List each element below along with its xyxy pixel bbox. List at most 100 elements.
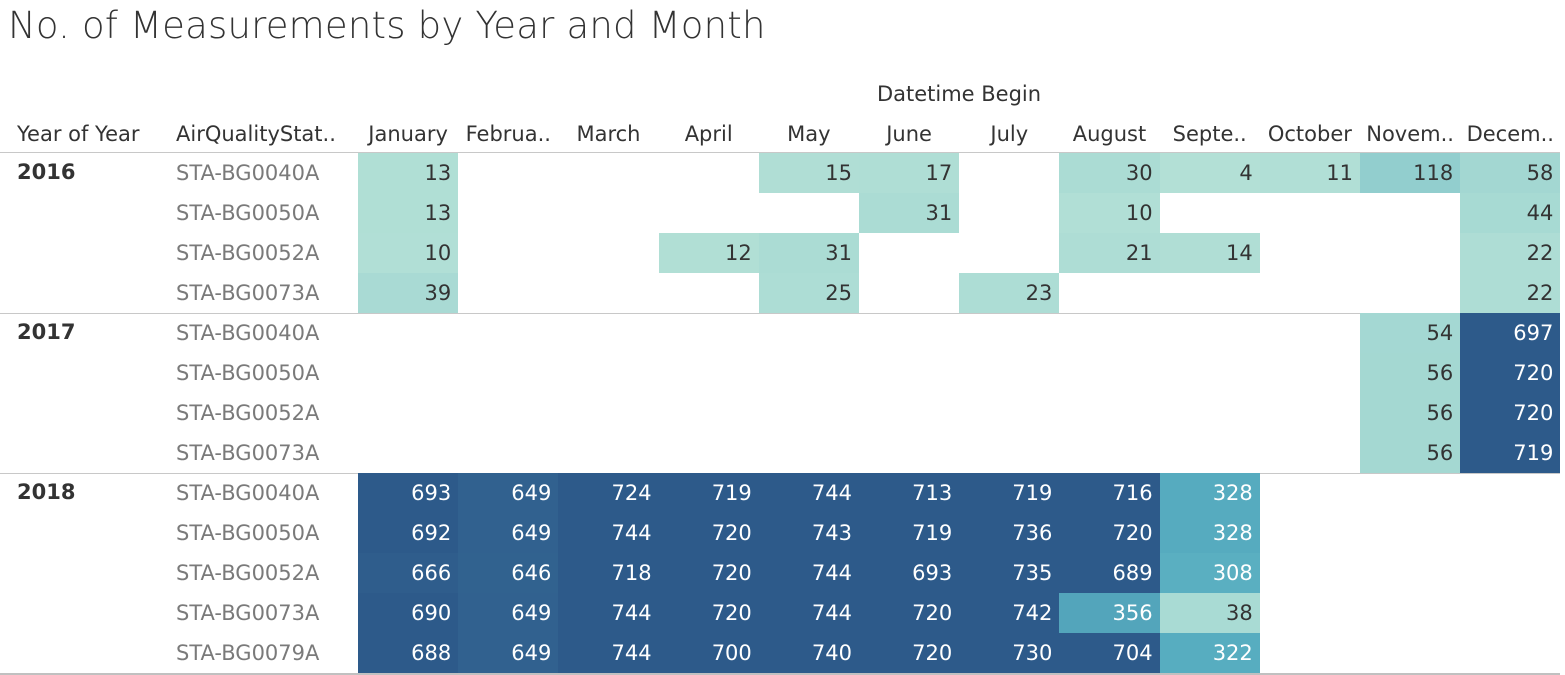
heatmap-cell[interactable]: 697	[1460, 313, 1561, 353]
heatmap-cell[interactable]: 744	[758, 553, 859, 593]
station-label: STA-BG0050A	[176, 521, 320, 545]
heatmap-cell[interactable]: 13	[358, 193, 459, 233]
heatmap-cell[interactable]: 56	[1360, 353, 1461, 393]
heatmap-cell[interactable]: 56	[1360, 393, 1461, 433]
heatmap-cell[interactable]: 713	[859, 473, 960, 513]
heatmap-cell[interactable]: 356	[1059, 593, 1160, 633]
heatmap-cell[interactable]: 38	[1159, 593, 1260, 633]
heatmap-cell[interactable]: 743	[758, 513, 859, 553]
month-header[interactable]: August	[1072, 122, 1147, 146]
heatmap-cell[interactable]: 58	[1460, 153, 1561, 193]
heatmap-cell[interactable]: 735	[959, 553, 1060, 593]
heatmap-cell[interactable]: 720	[658, 593, 759, 633]
heatmap-cell[interactable]: 14	[1159, 233, 1260, 273]
heatmap-cell[interactable]: 689	[1059, 553, 1160, 593]
heatmap-cell[interactable]: 10	[358, 233, 459, 273]
heatmap-cell[interactable]: 44	[1460, 193, 1561, 233]
heatmap-cell[interactable]: 744	[558, 633, 659, 673]
heatmap-cell[interactable]: 308	[1159, 553, 1260, 593]
column-group-header: Datetime Begin	[876, 82, 1042, 106]
heatmap-cell[interactable]: 13	[358, 153, 459, 193]
heatmap-cell[interactable]: 720	[658, 553, 759, 593]
month-header[interactable]: Februa..	[465, 122, 551, 146]
heatmap-cell[interactable]: 693	[859, 553, 960, 593]
heatmap-cell[interactable]: 740	[758, 633, 859, 673]
heatmap-cell[interactable]: 12	[658, 233, 759, 273]
heatmap-cell[interactable]: 744	[558, 593, 659, 633]
heatmap-cell[interactable]: 649	[458, 473, 559, 513]
heatmap-cell[interactable]: 17	[859, 153, 960, 193]
heatmap-cell[interactable]: 744	[758, 593, 859, 633]
station-label: STA-BG0052A	[176, 401, 320, 425]
heatmap-cell[interactable]: 744	[558, 513, 659, 553]
heatmap-cell[interactable]: 328	[1159, 513, 1260, 553]
heatmap-cell[interactable]: 720	[859, 633, 960, 673]
heatmap-cell[interactable]: 21	[1059, 233, 1160, 273]
month-header[interactable]: Decem..	[1466, 122, 1554, 146]
station-label: STA-BG0040A	[176, 321, 320, 345]
heatmap-cell[interactable]: 692	[358, 513, 459, 553]
heatmap-cell[interactable]: 719	[658, 473, 759, 513]
heatmap-cell[interactable]: 10	[1059, 193, 1160, 233]
heatmap-cell[interactable]: 15	[758, 153, 859, 193]
heatmap-cell[interactable]: 720	[658, 513, 759, 553]
heatmap-cell[interactable]: 56	[1360, 433, 1461, 473]
month-header[interactable]: April	[684, 122, 733, 146]
heatmap-cell[interactable]: 716	[1059, 473, 1160, 513]
heatmap-cell[interactable]: 4	[1159, 153, 1260, 193]
heatmap-cell[interactable]: 649	[458, 633, 559, 673]
heatmap-cell[interactable]: 720	[1059, 513, 1160, 553]
heatmap-cell[interactable]: 690	[358, 593, 459, 633]
heatmap-cell[interactable]: 720	[1460, 393, 1561, 433]
group-divider	[0, 313, 1560, 314]
heatmap-cell[interactable]: 720	[1460, 353, 1561, 393]
heatmap-cell[interactable]: 688	[358, 633, 459, 673]
heatmap-cell[interactable]: 22	[1460, 273, 1561, 313]
heatmap-cell[interactable]: 693	[358, 473, 459, 513]
heatmap-cell[interactable]: 720	[859, 593, 960, 633]
month-header[interactable]: January	[368, 122, 448, 146]
year-label: 2016	[17, 160, 76, 184]
heatmap-cell[interactable]: 31	[859, 193, 960, 233]
heatmap-cell[interactable]: 719	[1460, 433, 1561, 473]
month-header[interactable]: May	[787, 122, 831, 146]
heatmap-cell[interactable]: 25	[758, 273, 859, 313]
heatmap-cell[interactable]: 328	[1159, 473, 1260, 513]
heatmap-cell[interactable]: 646	[458, 553, 559, 593]
row-header-year[interactable]: Year of Year	[17, 122, 140, 146]
heatmap-cell[interactable]: 719	[959, 473, 1060, 513]
heatmap-cell[interactable]: 39	[358, 273, 459, 313]
heatmap-cell[interactable]: 724	[558, 473, 659, 513]
month-header[interactable]: March	[576, 122, 641, 146]
heatmap-cell[interactable]: 22	[1460, 233, 1561, 273]
month-header[interactable]: October	[1267, 122, 1352, 146]
month-header[interactable]: June	[886, 122, 932, 146]
year-label: 2017	[17, 320, 76, 344]
heatmap-cell[interactable]: 322	[1159, 633, 1260, 673]
station-label: STA-BG0079A	[176, 641, 320, 665]
heatmap-cell[interactable]: 666	[358, 553, 459, 593]
heatmap-cell[interactable]: 118	[1360, 153, 1461, 193]
heatmap-cell[interactable]: 736	[959, 513, 1060, 553]
heatmap-cell[interactable]: 730	[959, 633, 1060, 673]
month-header[interactable]: Novem..	[1366, 122, 1454, 146]
heatmap-cell[interactable]: 11	[1259, 153, 1360, 193]
station-label: STA-BG0050A	[176, 361, 320, 385]
heatmap-cell[interactable]: 704	[1059, 633, 1160, 673]
station-label: STA-BG0052A	[176, 561, 320, 585]
heatmap-cell[interactable]: 649	[458, 593, 559, 633]
month-header[interactable]: July	[990, 122, 1029, 146]
heatmap-cell[interactable]: 742	[959, 593, 1060, 633]
heatmap-cell[interactable]: 31	[758, 233, 859, 273]
heatmap-cell[interactable]: 700	[658, 633, 759, 673]
heatmap-cell[interactable]: 719	[859, 513, 960, 553]
heatmap-cell[interactable]: 23	[959, 273, 1060, 313]
heatmap-cell[interactable]: 718	[558, 553, 659, 593]
year-label: 2018	[17, 480, 76, 504]
month-header[interactable]: Septe..	[1172, 122, 1247, 146]
row-header-station[interactable]: AirQualityStat..	[176, 122, 336, 146]
heatmap-cell[interactable]: 54	[1360, 313, 1461, 353]
heatmap-cell[interactable]: 30	[1059, 153, 1160, 193]
heatmap-cell[interactable]: 744	[758, 473, 859, 513]
heatmap-cell[interactable]: 649	[458, 513, 559, 553]
